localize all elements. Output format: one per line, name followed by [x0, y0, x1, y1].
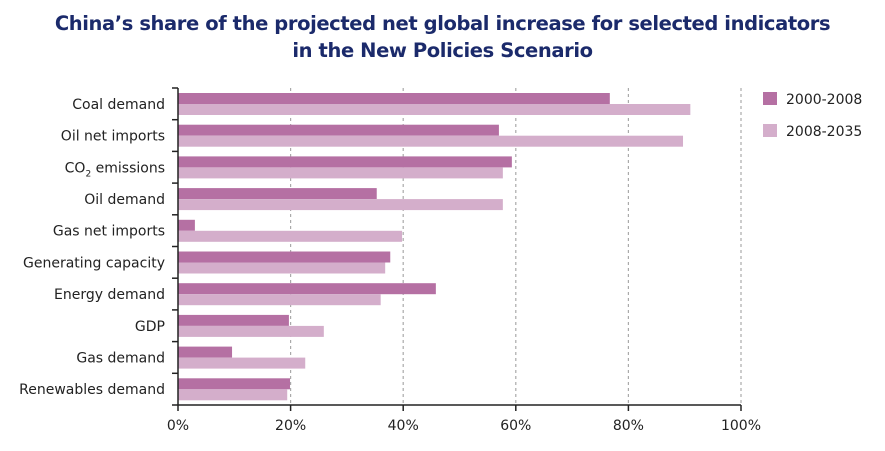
legend-swatch-1	[763, 92, 777, 105]
category-label: GDP	[135, 319, 165, 335]
bar-series-1-2	[178, 156, 512, 168]
x-tick-label: 0%	[167, 418, 189, 434]
category-label: Generating capacity	[23, 255, 165, 271]
bar-series-2-6	[178, 294, 381, 306]
x-tick-label: 80%	[613, 418, 644, 434]
category-label: Renewables demand	[19, 382, 165, 398]
bar-series-2-5	[178, 262, 386, 274]
category-label: Oil net imports	[61, 129, 165, 145]
chart-title: China’s share of the projected net globa…	[0, 10, 885, 64]
bar-series-2-4	[178, 230, 403, 242]
bar-series-1-9	[178, 378, 291, 390]
category-label: Gas net imports	[53, 224, 165, 240]
x-tick-label: 100%	[721, 418, 761, 434]
category-label: Coal demand	[72, 97, 165, 113]
bar-series-1-3	[178, 188, 377, 200]
bar-series-1-4	[178, 219, 195, 231]
category-label: Gas demand	[76, 350, 165, 366]
bar-series-1-7	[178, 314, 289, 326]
category-label: CO2 emissions	[65, 160, 165, 179]
bar-series-1-0	[178, 93, 610, 104]
category-label: Oil demand	[84, 192, 165, 208]
bar-series-2-2	[178, 167, 503, 179]
chart-title-line-2: in the New Policies Scenario	[292, 39, 593, 62]
category-label: Energy demand	[54, 287, 165, 303]
x-tick-label: 40%	[388, 418, 419, 434]
legend-swatch-2	[763, 124, 777, 137]
bar-series-2-0	[178, 104, 691, 115]
legend-label-1: 2000-2008	[786, 92, 862, 108]
bar-series-2-9	[178, 389, 288, 401]
bar-series-1-6	[178, 283, 436, 295]
legend-label-2: 2008-2035	[786, 124, 862, 140]
bar-series-1-5	[178, 251, 391, 263]
x-tick-label: 60%	[500, 418, 531, 434]
bar-series-2-7	[178, 325, 324, 337]
bar-series-2-1	[178, 135, 684, 147]
bar-series-1-1	[178, 124, 499, 136]
bar-series-2-8	[178, 357, 306, 369]
x-tick-label: 20%	[275, 418, 306, 434]
chart-title-line-1: China’s share of the projected net globa…	[54, 12, 831, 35]
bar-series-2-3	[178, 199, 503, 211]
bar-series-1-8	[178, 346, 233, 358]
